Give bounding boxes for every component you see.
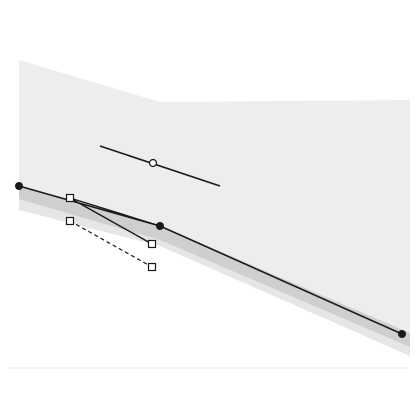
stroke-band-outer [19, 185, 410, 356]
stroke-band [19, 185, 410, 347]
anchor-point-left[interactable] [15, 182, 23, 190]
anchor-point-right[interactable] [398, 330, 406, 338]
control-handle-line-2 [69, 197, 153, 245]
control-handle-mid[interactable] [147, 239, 157, 249]
filled-shape[interactable] [19, 60, 410, 335]
control-handle-top[interactable] [65, 193, 75, 203]
control-handle-dashed-end[interactable] [147, 262, 157, 272]
gradient-midpoint-handle[interactable] [148, 158, 158, 168]
anchor-point-middle[interactable] [156, 222, 164, 230]
control-handle-line-dashed [69, 220, 153, 268]
gradient-handle-line[interactable] [99, 145, 221, 187]
control-handle-line-1 [69, 197, 161, 227]
control-handle-dashed-start[interactable] [65, 216, 75, 226]
